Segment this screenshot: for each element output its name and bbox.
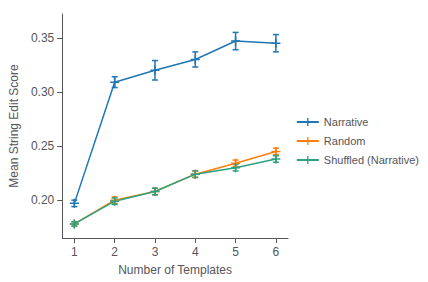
svg-text:Number of Templates: Number of Templates [118, 263, 232, 277]
svg-text:5: 5 [232, 245, 239, 259]
svg-text:0.25: 0.25 [31, 139, 55, 153]
svg-text:Random: Random [324, 135, 366, 147]
svg-text:6: 6 [273, 245, 280, 259]
svg-text:0.35: 0.35 [31, 31, 55, 45]
svg-text:1: 1 [71, 245, 78, 259]
svg-text:Shuffled (Narrative): Shuffled (Narrative) [324, 154, 419, 166]
svg-text:2: 2 [111, 245, 118, 259]
svg-text:0.30: 0.30 [31, 85, 55, 99]
svg-text:3: 3 [152, 245, 159, 259]
svg-text:Narrative: Narrative [324, 116, 369, 128]
svg-text:Mean String Edit Score: Mean String Edit Score [7, 64, 21, 188]
svg-text:4: 4 [192, 245, 199, 259]
svg-text:0.20: 0.20 [31, 193, 55, 207]
